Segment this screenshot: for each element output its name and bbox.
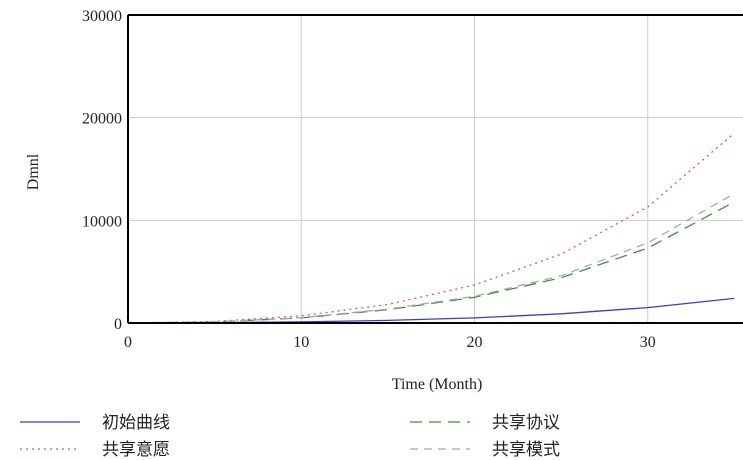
y-tick-label: 20000: [82, 111, 122, 128]
x-axis-label: Time (Month): [392, 376, 483, 393]
y-tick-label: 30000: [82, 8, 122, 25]
series-line-1: [127, 297, 735, 324]
series-line-2: [127, 132, 735, 324]
y-axis-label: Dmnl: [25, 153, 42, 190]
legend-label-2: 共享意愿: [102, 440, 170, 460]
x-tick-label: 30: [640, 334, 656, 351]
x-tick-label: 0: [124, 334, 132, 351]
x-axis-ticks: 0 10 20 30: [124, 334, 656, 351]
y-tick-label: 10000: [82, 213, 122, 230]
legend-label-4: 共享模式: [492, 440, 560, 460]
legend-label-3: 共享协议: [492, 413, 560, 433]
y-axis-ticks: 0 10000 20000 30000: [82, 8, 122, 333]
plot-frame: [127, 14, 743, 324]
x-tick-label: 10: [293, 334, 309, 351]
x-tick-label: 20: [466, 334, 482, 351]
grid-lines: [127, 14, 743, 324]
legend-label-1: 初始曲线: [102, 413, 170, 433]
series-lines: [127, 132, 735, 324]
series-line-4: [127, 193, 735, 324]
y-tick-label: 0: [114, 316, 122, 333]
